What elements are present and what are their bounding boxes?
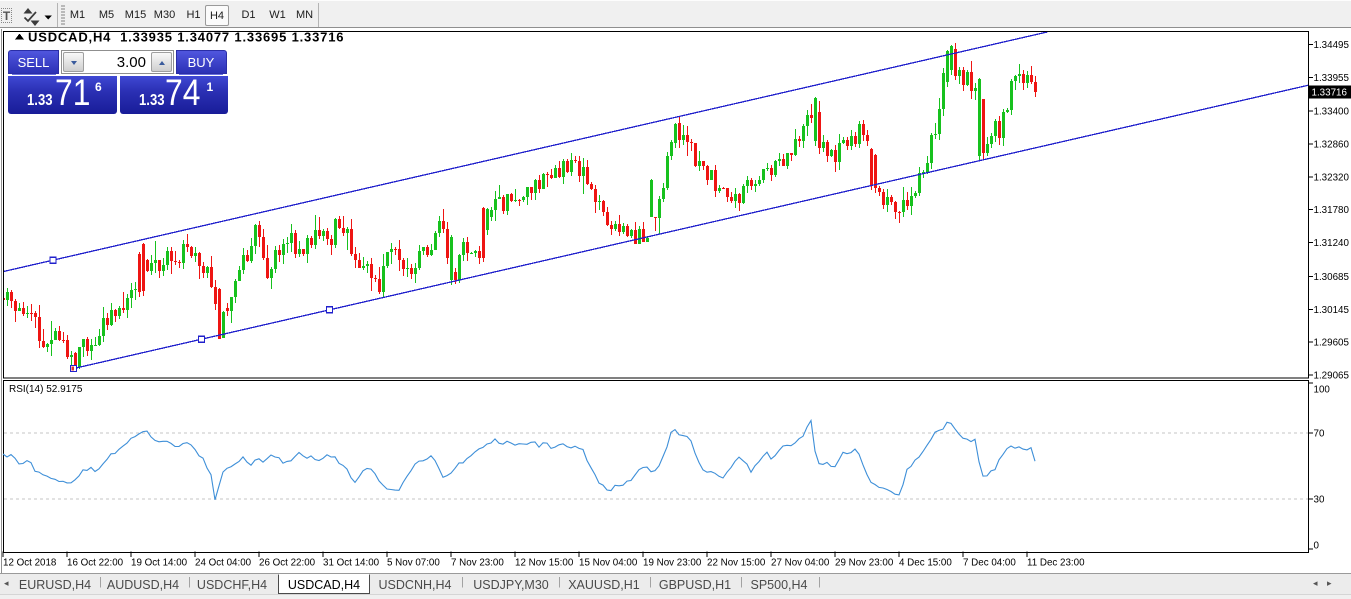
svg-text:31 Oct 14:00: 31 Oct 14:00	[323, 558, 380, 569]
svg-text:5 Nov 07:00: 5 Nov 07:00	[387, 558, 440, 569]
svg-text:4 Dec 15:00: 4 Dec 15:00	[899, 558, 952, 569]
svg-text:12 Nov 15:00: 12 Nov 15:00	[515, 558, 574, 569]
svg-text:27 Nov 04:00: 27 Nov 04:00	[771, 558, 830, 569]
svg-text:1.30685: 1.30685	[1314, 272, 1350, 283]
svg-text:7 Nov 23:00: 7 Nov 23:00	[451, 558, 504, 569]
svg-text:1.32320: 1.32320	[1314, 172, 1350, 183]
svg-text:12 Oct 2018: 12 Oct 2018	[3, 558, 57, 569]
svg-text:22 Nov 15:00: 22 Nov 15:00	[707, 558, 766, 569]
svg-text:100: 100	[1314, 385, 1331, 396]
svg-text:24 Oct 04:00: 24 Oct 04:00	[195, 558, 252, 569]
svg-text:30: 30	[1314, 495, 1325, 506]
svg-text:19 Nov 23:00: 19 Nov 23:00	[643, 558, 702, 569]
svg-text:11 Dec 23:00: 11 Dec 23:00	[1027, 558, 1085, 569]
svg-text:USDCAD,H4 1.33935 1.34077 1.3: USDCAD,H4 1.33935 1.34077 1.33695 1.3371…	[28, 30, 344, 45]
svg-text:7 Dec 04:00: 7 Dec 04:00	[963, 558, 1016, 569]
svg-text:1.29605: 1.29605	[1314, 338, 1350, 349]
svg-text:70: 70	[1314, 428, 1325, 439]
svg-text:19 Oct 14:00: 19 Oct 14:00	[131, 558, 188, 569]
svg-text:29 Nov 23:00: 29 Nov 23:00	[835, 558, 894, 569]
svg-text:1.34495: 1.34495	[1314, 40, 1350, 51]
svg-text:1.33716: 1.33716	[1312, 88, 1348, 99]
svg-text:1.31240: 1.31240	[1314, 238, 1350, 249]
svg-text:1.31780: 1.31780	[1314, 205, 1350, 216]
svg-text:1.33400: 1.33400	[1314, 107, 1350, 118]
svg-text:0: 0	[1314, 541, 1320, 552]
svg-text:1.33955: 1.33955	[1314, 73, 1350, 84]
svg-text:26 Oct 22:00: 26 Oct 22:00	[259, 558, 316, 569]
svg-text:1.29065: 1.29065	[1314, 371, 1350, 382]
svg-text:15 Nov 04:00: 15 Nov 04:00	[579, 558, 638, 569]
svg-text:16 Oct 22:00: 16 Oct 22:00	[67, 558, 124, 569]
svg-text:1.30145: 1.30145	[1314, 305, 1350, 316]
svg-text:1.32860: 1.32860	[1314, 140, 1350, 151]
